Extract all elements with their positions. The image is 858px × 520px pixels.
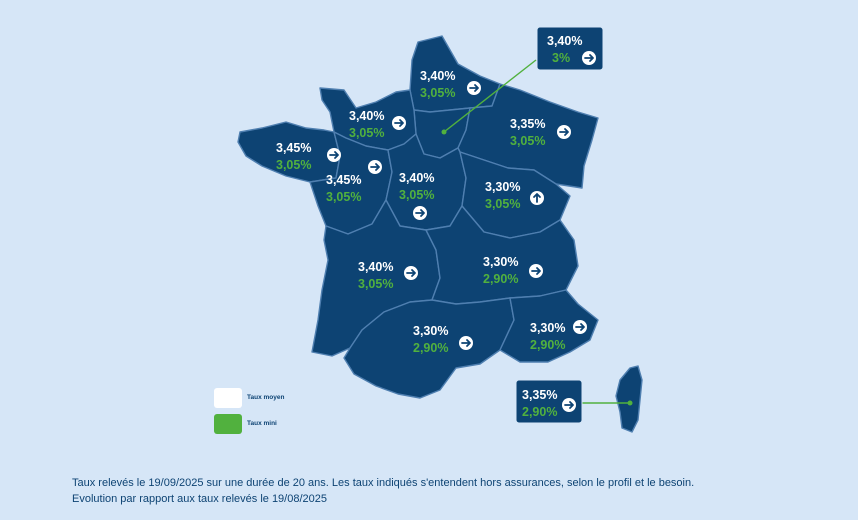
rate-avg-pays-de-la-loire: 3,45% [326,173,361,187]
leader-dot-ile-de-france [441,129,447,135]
rate-avg-auvergne-rhone-alpes: 3,30% [483,255,518,269]
arrow-right-icon [562,398,576,412]
arrow-up-icon [530,191,544,205]
rate-min-bretagne: 3,05% [276,158,311,172]
rate-avg-corse: 3,35% [522,388,557,402]
rate-min-grand-est: 3,05% [510,134,545,148]
leader-dot-corse [627,400,633,406]
rate-avg-occitanie: 3,30% [413,324,448,338]
rate-min-nouvelle-aquitaine: 3,05% [358,277,393,291]
rate-min-ile-de-france: 3% [552,51,570,65]
arrow-right-icon [392,116,406,130]
arrow-right-icon [557,125,571,139]
rate-min-occitanie: 2,90% [413,341,448,355]
callout-box-corse [515,379,583,424]
rate-avg-ile-de-france: 3,40% [547,34,582,48]
region-occitanie[interactable] [343,297,515,399]
rate-min-auvergne-rhone-alpes: 2,90% [483,272,518,286]
legend-label-min: Taux mini [247,420,277,427]
legend-swatch-avg [214,388,242,408]
rate-avg-grand-est: 3,35% [510,117,545,131]
arrow-right-icon [413,206,427,220]
arrow-right-icon [467,81,481,95]
rate-avg-normandie: 3,40% [349,109,384,123]
rate-avg-nouvelle-aquitaine: 3,40% [358,260,393,274]
arrow-right-icon [459,336,473,350]
rate-min-corse: 2,90% [522,405,557,419]
rate-min-hauts-de-france: 3,05% [420,86,455,100]
region-grand-est[interactable] [457,83,599,189]
rate-min-centre-val-de-loire: 3,05% [399,188,434,202]
region-corse[interactable] [615,365,643,433]
rate-min-pays-de-la-loire: 3,05% [326,190,361,204]
rate-avg-centre-val-de-loire: 3,40% [399,171,434,185]
legend-swatch-min [214,414,242,434]
rate-avg-bourgogne-franche-comte: 3,30% [485,180,520,194]
arrow-right-icon [404,266,418,280]
arrow-right-icon [529,264,543,278]
rate-min-bourgogne-franche-comte: 3,05% [485,197,520,211]
arrow-right-icon [573,320,587,334]
footnote-line-2: Evolution par rapport aux taux relevés l… [72,493,327,505]
arrow-right-icon [327,148,341,162]
arrow-right-icon [368,160,382,174]
legend-label-avg: Taux moyen [247,394,285,401]
rate-avg-provence-alpes-cote-d-azur: 3,30% [530,321,565,335]
rate-min-provence-alpes-cote-d-azur: 2,90% [530,338,565,352]
region-provence-alpes-cote-d-azur[interactable] [499,289,599,363]
rate-labels: 3,40% 3,05% 3,40% 3% 3,40% 3,05% 3,35% 3,05% 3,4… [276,34,596,419]
region-auvergne-rhone-alpes[interactable] [425,205,579,305]
arrow-right-icon [582,51,596,65]
rate-avg-bretagne: 3,45% [276,141,311,155]
footnote-line-1: Taux relevés le 19/09/2025 sur une durée… [72,477,695,489]
leader-ile-de-france [443,59,537,133]
rate-min-normandie: 3,05% [349,126,384,140]
rate-avg-hauts-de-france: 3,40% [420,69,455,83]
